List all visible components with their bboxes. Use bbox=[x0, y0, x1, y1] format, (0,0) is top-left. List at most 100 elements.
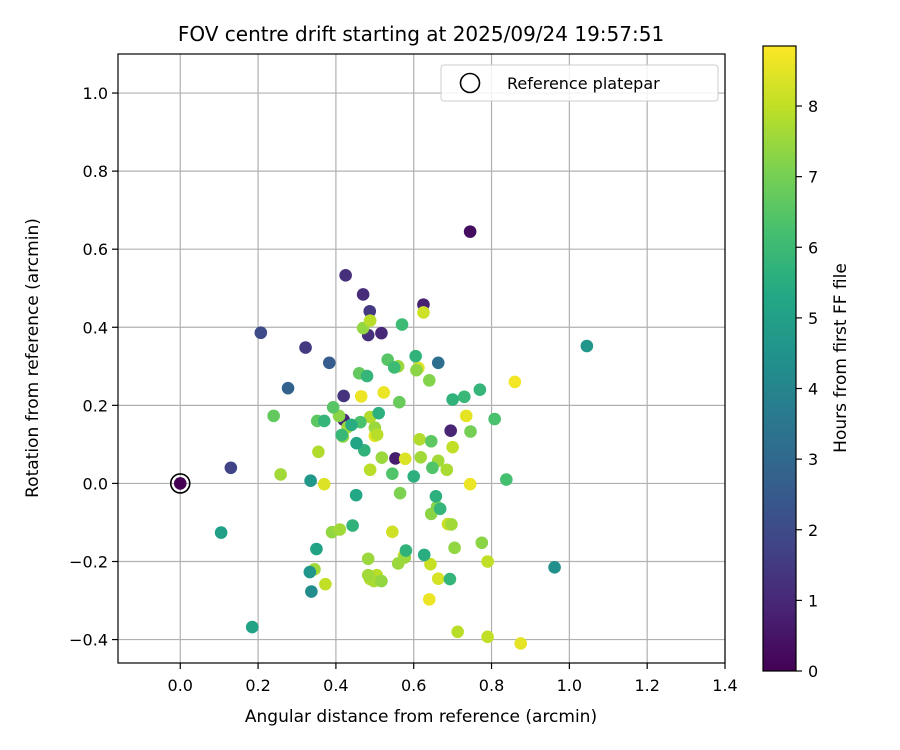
data-point bbox=[245, 620, 259, 634]
data-point bbox=[303, 565, 317, 579]
data-point bbox=[463, 225, 477, 238]
data-point bbox=[440, 463, 454, 477]
data-point bbox=[500, 473, 513, 486]
data-point bbox=[393, 395, 406, 409]
y-tick-label: 0.0 bbox=[83, 474, 108, 493]
data-point bbox=[386, 525, 399, 539]
data-point bbox=[417, 306, 430, 319]
data-point bbox=[356, 288, 370, 301]
data-point bbox=[393, 486, 407, 500]
data-point bbox=[451, 625, 464, 639]
reference-point bbox=[173, 477, 187, 490]
data-point bbox=[475, 536, 489, 550]
y-axis-label: Rotation from reference (arcmin) bbox=[23, 218, 43, 498]
data-point bbox=[424, 434, 438, 448]
data-point bbox=[312, 445, 325, 459]
plot-frame bbox=[117, 53, 726, 664]
legend: Reference platepar bbox=[440, 64, 719, 102]
x-tick-label: 0.0 bbox=[168, 676, 193, 695]
colorbar-tick-label: 2 bbox=[808, 521, 818, 540]
data-point bbox=[363, 463, 377, 477]
data-point bbox=[337, 389, 350, 403]
data-points bbox=[169, 225, 594, 650]
data-point bbox=[370, 428, 384, 441]
data-point bbox=[473, 383, 487, 397]
data-point bbox=[410, 363, 423, 377]
legend-marker-icon bbox=[459, 72, 481, 94]
chart-title: FOV centre drift starting at 2025/09/24 … bbox=[178, 22, 664, 46]
y-tick-label: −0.4 bbox=[69, 631, 108, 650]
data-point bbox=[429, 490, 443, 503]
x-tick-label: 1.0 bbox=[557, 676, 582, 695]
data-point bbox=[349, 488, 363, 502]
data-point bbox=[446, 440, 459, 454]
reference-platepar-marker bbox=[169, 473, 191, 494]
data-point bbox=[375, 451, 389, 464]
data-point bbox=[326, 400, 340, 414]
x-tick-label: 0.6 bbox=[401, 676, 426, 695]
colorbar-tick-label: 3 bbox=[808, 450, 818, 469]
colorbar-tick-label: 0 bbox=[808, 662, 818, 681]
data-point bbox=[304, 474, 317, 487]
y-tick-label: 0.8 bbox=[83, 162, 108, 181]
data-point bbox=[446, 393, 459, 406]
data-point bbox=[274, 468, 287, 481]
data-point bbox=[422, 593, 436, 606]
data-point bbox=[363, 314, 377, 327]
colorbar-ticks: 0 1 2 3 4 5 6 7 8 bbox=[796, 97, 818, 681]
data-point bbox=[372, 406, 385, 420]
data-point bbox=[361, 552, 375, 566]
colorbar-tick-label: 8 bbox=[808, 97, 818, 116]
data-point bbox=[281, 381, 295, 395]
y-tick-label: 0.4 bbox=[83, 318, 108, 337]
data-point bbox=[424, 557, 437, 571]
colorbar-tick-label: 4 bbox=[808, 380, 818, 399]
data-point bbox=[389, 452, 402, 465]
data-point bbox=[350, 436, 363, 450]
data-point bbox=[386, 467, 399, 480]
data-point bbox=[361, 568, 375, 582]
colorbar-gradient bbox=[762, 45, 797, 672]
data-point bbox=[317, 414, 331, 428]
data-point bbox=[322, 356, 336, 370]
data-point bbox=[431, 356, 445, 370]
data-point bbox=[310, 542, 323, 556]
data-point bbox=[409, 349, 422, 363]
data-point bbox=[514, 637, 528, 650]
data-point bbox=[305, 585, 318, 598]
data-point bbox=[433, 502, 447, 516]
data-point bbox=[395, 318, 409, 331]
data-point bbox=[414, 450, 428, 464]
data-point bbox=[345, 418, 358, 432]
data-point bbox=[417, 548, 431, 562]
colorbar-tick-label: 1 bbox=[808, 591, 818, 610]
data-point bbox=[377, 386, 391, 399]
data-point bbox=[387, 361, 401, 374]
data-point bbox=[317, 477, 331, 491]
data-point bbox=[319, 577, 332, 591]
legend-label: Reference platepar bbox=[507, 74, 660, 93]
data-point bbox=[463, 477, 477, 491]
data-point bbox=[508, 375, 522, 389]
data-point bbox=[458, 390, 471, 404]
data-point bbox=[481, 630, 494, 644]
data-point bbox=[459, 409, 473, 423]
x-tick-label: 1.2 bbox=[634, 676, 659, 695]
y-tick-label: 0.6 bbox=[83, 240, 108, 259]
data-point bbox=[360, 369, 374, 383]
colorbar: 0 1 2 3 4 5 6 7 8 Hours from first FF file bbox=[762, 45, 851, 681]
colorbar-label: Hours from first FF file bbox=[831, 263, 851, 453]
y-axis-ticks: −0.4 −0.2 0.0 0.2 0.4 0.6 0.8 1.0 bbox=[69, 84, 118, 650]
data-point bbox=[399, 544, 413, 557]
data-point bbox=[254, 326, 268, 340]
x-tick-label: 0.8 bbox=[479, 676, 504, 695]
data-point bbox=[580, 339, 594, 353]
data-point bbox=[464, 425, 477, 438]
data-point bbox=[448, 541, 461, 555]
data-point bbox=[375, 574, 388, 588]
data-point bbox=[214, 526, 228, 539]
data-point bbox=[224, 461, 238, 475]
data-point bbox=[445, 518, 458, 531]
data-point bbox=[346, 519, 359, 532]
